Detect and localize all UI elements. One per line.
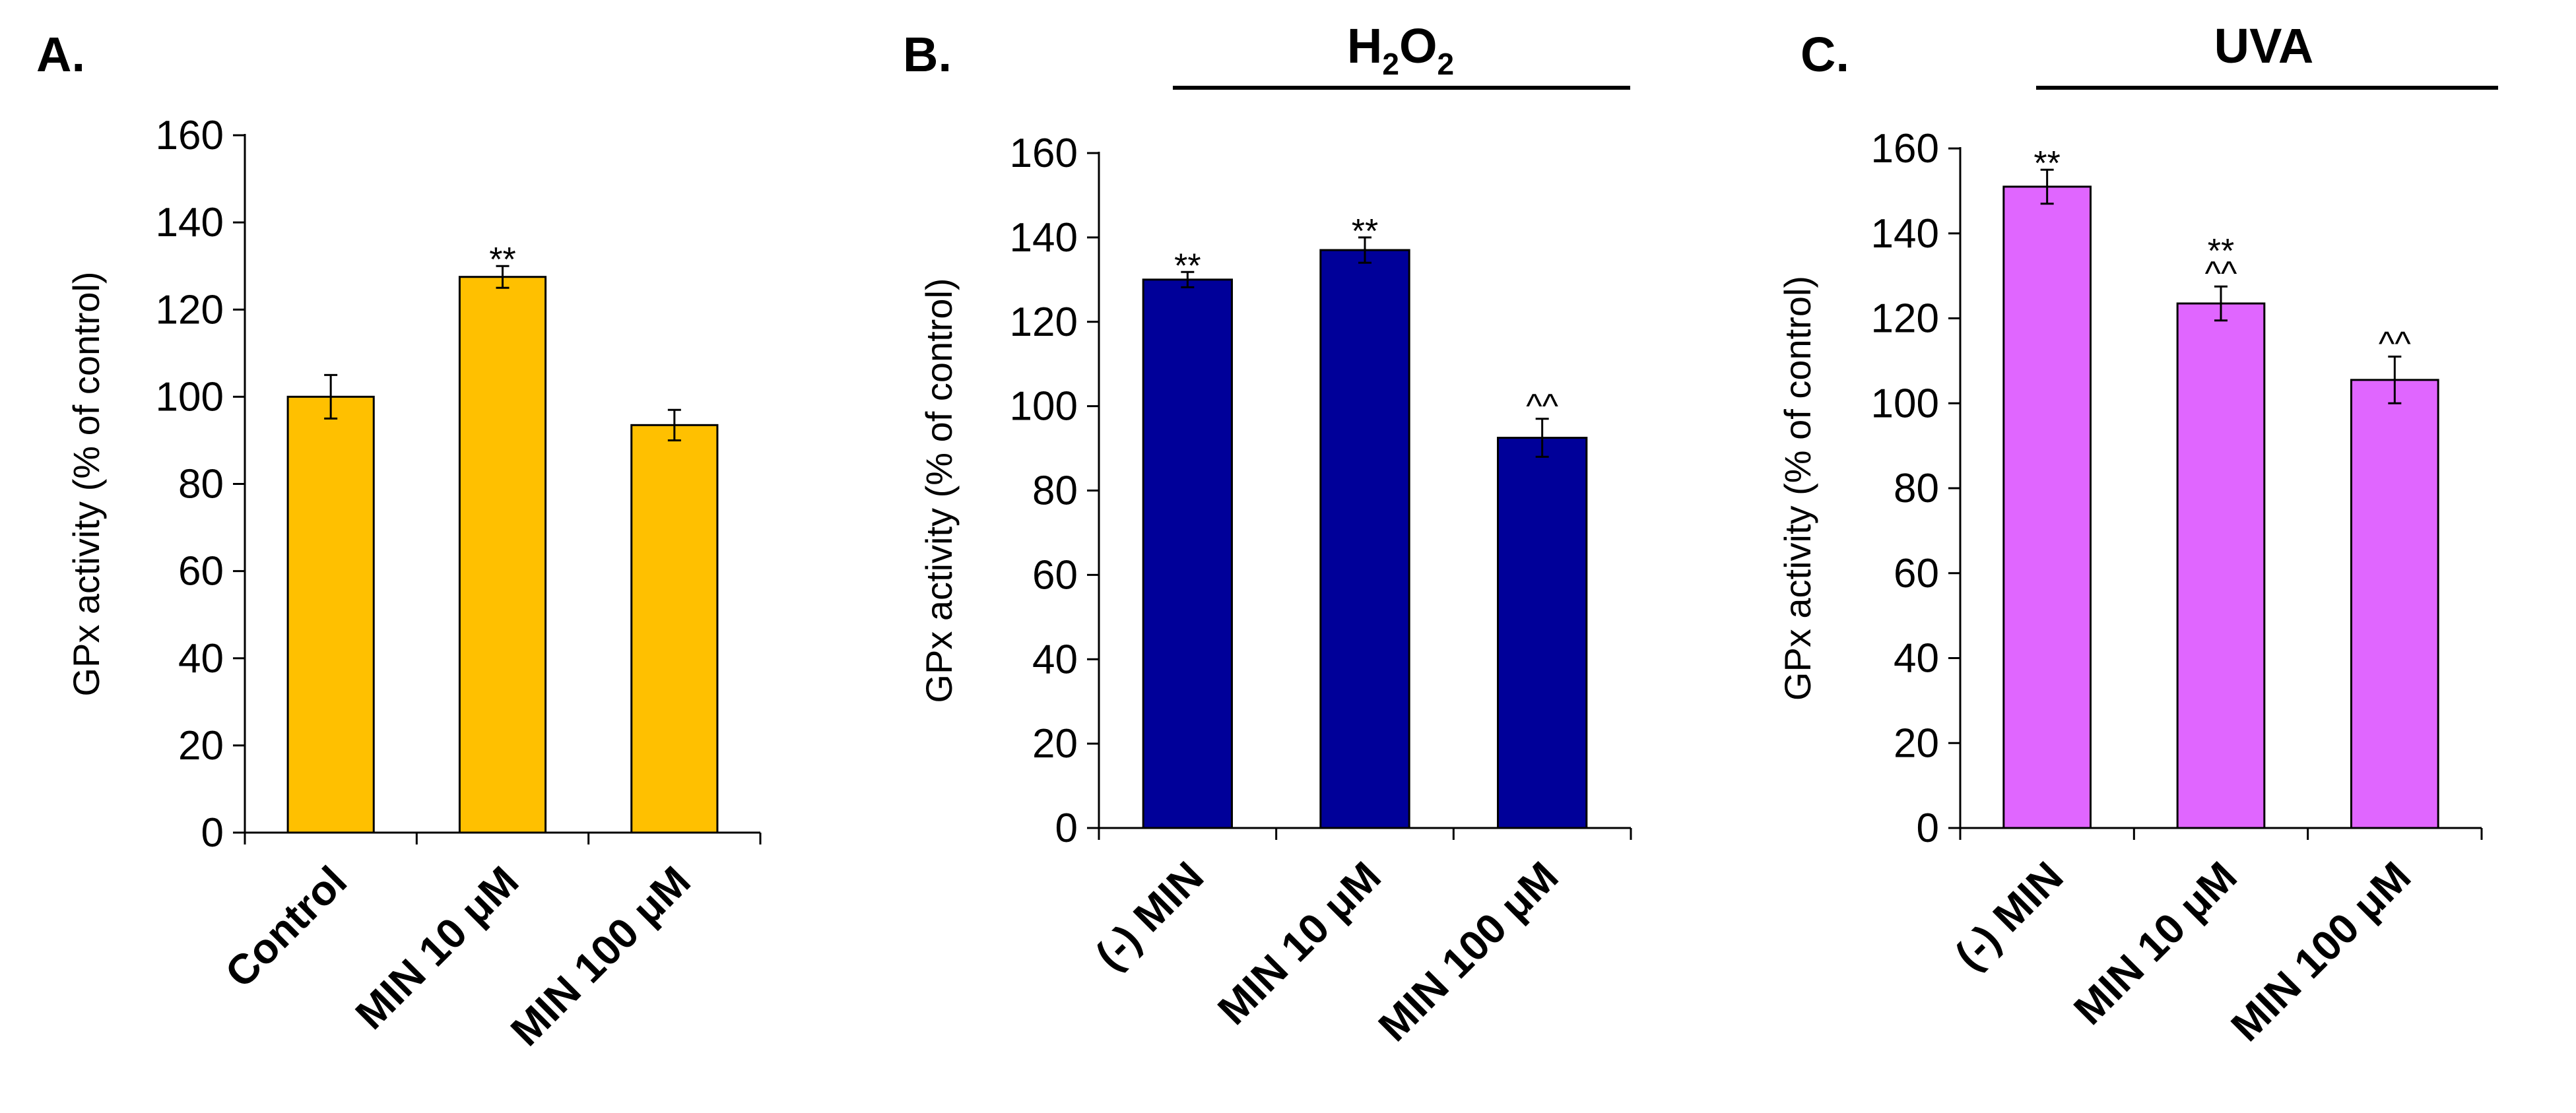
bar	[1142, 278, 1233, 829]
y-tick-label: 160	[1871, 126, 1939, 172]
y-tick-label: 120	[1871, 296, 1939, 342]
x-tick-label: MIN 100 μM	[2222, 852, 2420, 1050]
bar	[630, 424, 719, 834]
y-tick-label: 100	[156, 374, 224, 420]
y-tick-label: 80	[1894, 466, 1939, 511]
y-axis-title: GPx activity (% of control)	[65, 271, 107, 696]
panel-letter: C.	[1800, 27, 1849, 82]
chart-panel-a: A. 0 20 40 60 80 100 120 140 160 GPx activity (% o…	[36, 27, 762, 1055]
y-axis-title: GPx activity (% of control)	[1777, 276, 1818, 701]
panel-letter: B.	[903, 27, 952, 82]
y-tick-label: 100	[1010, 384, 1078, 429]
y-tick-label: 0	[1055, 806, 1078, 851]
y-tick-label: 40	[1032, 637, 1078, 682]
y-tick-label: 80	[1032, 468, 1078, 514]
panel-letter: A.	[36, 27, 85, 82]
y-tick-label: 100	[1871, 381, 1939, 426]
y-tick-label: 60	[178, 549, 224, 594]
significance-label: **	[1352, 212, 1378, 251]
y-tick-label: 20	[178, 723, 224, 769]
chart-panel-c: C. UVA 0 20 40 60 80 100 120 140 160 GPx activity (…	[1777, 18, 2498, 1050]
treatment-text: UVA	[2214, 18, 2314, 73]
y-axis-title: GPx activity (% of control)	[918, 278, 960, 703]
bar	[458, 276, 547, 834]
y-tick-label: 40	[1894, 636, 1939, 682]
bar	[286, 395, 375, 834]
bar	[1497, 437, 1588, 829]
y-tick-label: 20	[1032, 721, 1078, 767]
treatment-text: H	[1347, 18, 1382, 73]
y-tick-label: 80	[178, 462, 224, 507]
bar	[2176, 302, 2266, 829]
y-tick-label: 160	[1010, 131, 1078, 176]
x-tick-label: MIN 100 μM	[502, 857, 700, 1055]
y-tick-label: 0	[201, 810, 224, 856]
significance-label: **	[489, 241, 515, 279]
y-tick-label: 0	[1917, 806, 1939, 851]
y-tick-label: 160	[156, 113, 224, 158]
significance-label: ^^	[1526, 387, 1558, 426]
treatment-text: O	[1399, 18, 1437, 73]
x-tick-label: MIN 10 μM	[1208, 852, 1390, 1034]
significance-label: ^^	[2205, 255, 2237, 293]
x-tick-label: MIN 100 μM	[1370, 852, 1568, 1050]
y-tick-label: 20	[1894, 720, 1939, 766]
treatment-label: H2O2	[1347, 18, 1454, 81]
significance-label: **	[2208, 232, 2234, 270]
bar	[2350, 379, 2439, 829]
y-tick-label: 140	[1871, 211, 1939, 257]
x-tick-label: (-) MIN	[1946, 852, 2072, 979]
bar	[1319, 249, 1410, 829]
y-tick-label: 40	[178, 636, 224, 682]
bar	[2002, 185, 2092, 829]
treatment-subscript: 2	[1437, 47, 1455, 81]
y-tick-label: 60	[1894, 551, 1939, 596]
treatment-subscript: 2	[1382, 47, 1399, 81]
x-tick-label: Control	[216, 857, 356, 997]
significance-label: ^^	[2379, 325, 2411, 363]
treatment-label: UVA	[2214, 18, 2314, 73]
x-tick-label: (-) MIN	[1086, 852, 1213, 979]
significance-label: **	[2033, 144, 2060, 183]
y-tick-label: 60	[1032, 552, 1078, 598]
y-tick-label: 140	[156, 200, 224, 245]
x-tick-label: MIN 10 μM	[2064, 852, 2246, 1034]
x-tick-label: MIN 10 μM	[347, 857, 528, 1038]
y-tick-label: 120	[1010, 300, 1078, 345]
y-tick-label: 120	[156, 287, 224, 333]
significance-label: **	[1174, 247, 1201, 285]
y-tick-label: 140	[1010, 215, 1078, 261]
